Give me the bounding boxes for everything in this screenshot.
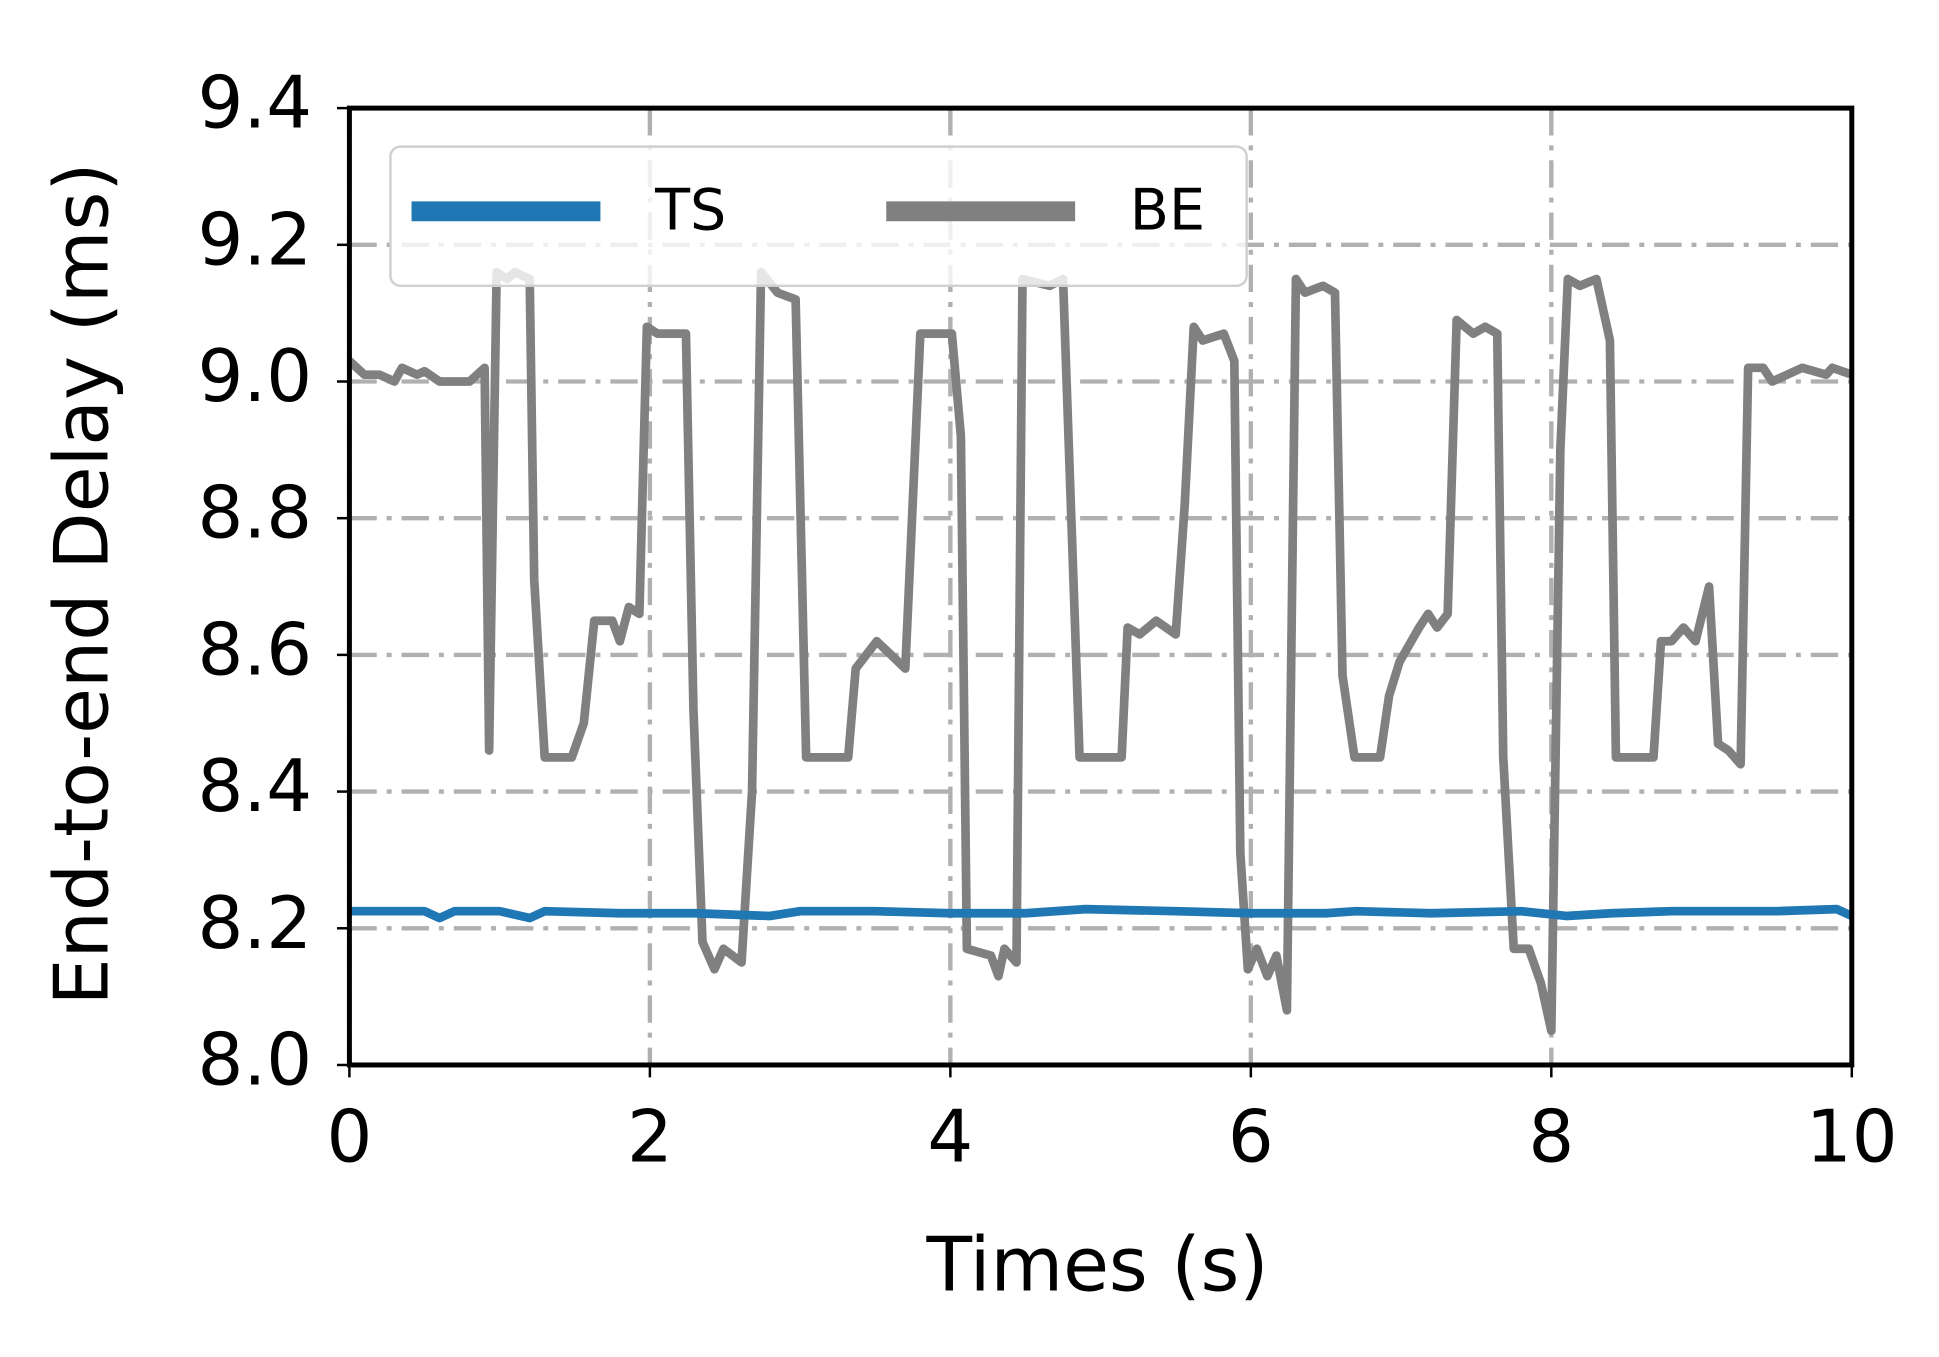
y-tick-label: 8.0: [198, 1018, 313, 1102]
legend-label: BE: [1130, 177, 1205, 243]
x-tick-label: 6: [1228, 1095, 1274, 1179]
x-tick-label: 0: [326, 1095, 372, 1179]
y-tick-label: 9.0: [198, 334, 313, 418]
x-tick-label: 10: [1806, 1095, 1898, 1179]
series-line: [346, 267, 1854, 1036]
y-tick-label: 8.8: [198, 471, 313, 555]
x-tick-label: 8: [1528, 1095, 1574, 1179]
x-tick-label: 2: [627, 1095, 673, 1179]
y-tick-label: 9.4: [198, 61, 313, 145]
y-tick-label: 8.6: [198, 607, 313, 691]
y-tick-label: 9.2: [198, 197, 313, 281]
series-line: [349, 904, 1854, 923]
plot-frame: [346, 105, 1855, 1068]
y-tick-label: 8.4: [198, 744, 313, 828]
legend-label: TS: [654, 177, 726, 243]
legend-box: [389, 145, 1248, 288]
y-axis-label: End-to-end Delay (ms): [39, 163, 126, 1006]
y-tick-label: 8.2: [198, 881, 313, 965]
x-axis-label: Times (s): [926, 1222, 1269, 1309]
x-tick-label: 4: [927, 1095, 973, 1179]
